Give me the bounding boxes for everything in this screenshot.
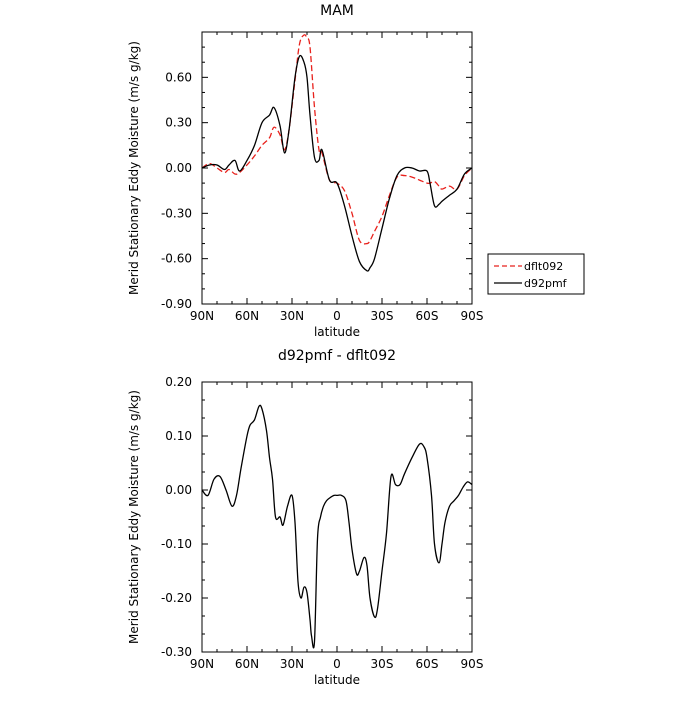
x-tick-label: 60S	[416, 657, 439, 671]
y-axis-title: Merid Stationary Eddy Moisture (m/s g/kg…	[127, 41, 141, 295]
x-tick-label: 90N	[190, 309, 214, 323]
legend-label-dflt092: dflt092	[524, 260, 563, 273]
series-line-d92pmf	[202, 54, 472, 272]
x-tick-label: 90N	[190, 657, 214, 671]
x-tick-label: 60N	[235, 309, 259, 323]
x-tick-label: 30S	[371, 309, 394, 323]
x-tick-label: 0	[333, 309, 341, 323]
series-line-diff-0	[202, 404, 472, 649]
top-panel: MAM 90N 60N 30N 0 30S 60S 90S -0.90 -0.60 -0.30 0.0…	[127, 3, 585, 339]
x-tick-label: 90S	[461, 657, 484, 671]
legend-label-d92pmf: d92pmf	[524, 277, 568, 290]
bottom-panel: d92pmf - dflt092 90N 60N 30N 0 30S 60S 90S -0.30…	[127, 348, 483, 687]
y-tick-label: -0.30	[161, 645, 192, 659]
y-tick-label: 0.60	[165, 70, 192, 84]
plot-frame	[201, 381, 473, 653]
x-axis-title: latitude	[314, 673, 360, 687]
series-line-dflt092	[202, 34, 472, 245]
y-tick-label: 0.10	[165, 429, 192, 443]
x-tick-label: 30N	[280, 309, 304, 323]
x-tick-label: 60S	[416, 309, 439, 323]
y-tick-label: 0.00	[165, 161, 192, 175]
x-tick-label: 0	[333, 657, 341, 671]
y-tick-label: -0.90	[161, 297, 192, 311]
x-tick-label: 30N	[280, 657, 304, 671]
legend-box	[487, 253, 585, 295]
y-tick-label: -0.10	[161, 537, 192, 551]
x-axis-title: latitude	[314, 325, 360, 339]
y-tick-label: -0.30	[161, 206, 192, 220]
y-tick-label: 0.30	[165, 116, 192, 130]
x-tick-label: 90S	[461, 309, 484, 323]
x-tick-label: 60N	[235, 657, 259, 671]
y-axis-title: Merid Stationary Eddy Moisture (m/s g/kg…	[127, 390, 141, 644]
chart-title: d92pmf - dflt092	[278, 348, 396, 364]
y-tick-label: -0.60	[161, 252, 192, 266]
y-tick-label: 0.00	[165, 483, 192, 497]
x-tick-label: 30S	[371, 657, 394, 671]
y-tick-label: 0.20	[165, 375, 192, 389]
y-tick-label: -0.20	[161, 591, 192, 605]
chart-title: MAM	[320, 3, 354, 19]
